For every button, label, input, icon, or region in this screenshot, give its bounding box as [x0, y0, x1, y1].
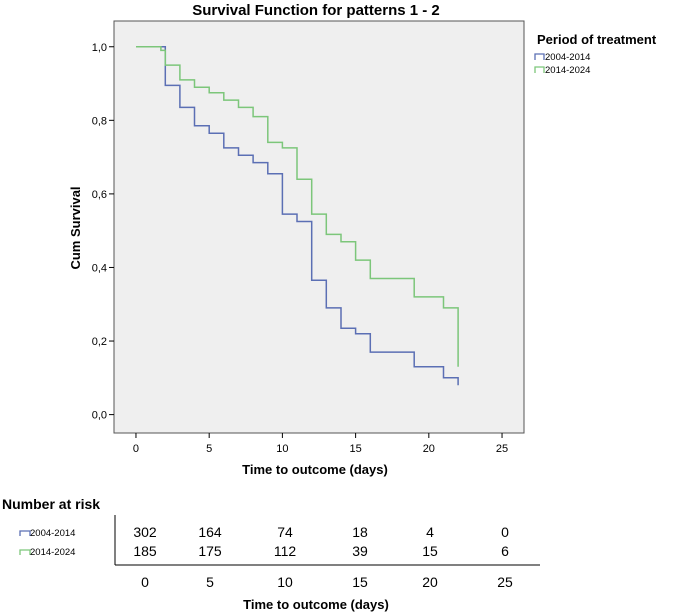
- survival-curve-2014-2024: [136, 46, 459, 367]
- risk-legend-swatch-2014-2024: [19, 549, 31, 555]
- risk-x-tick-label: 15: [352, 574, 368, 590]
- risk-cell: 175: [198, 543, 222, 559]
- risk-cell: 74: [277, 524, 293, 540]
- survival-curves: [136, 46, 459, 386]
- risk-cell: 4: [426, 524, 434, 540]
- y-tick-label: 0,8: [92, 115, 107, 127]
- risk-x-tick-label: 0: [141, 574, 149, 590]
- risk-cell: 6: [501, 543, 509, 559]
- y-tick-label: 0,6: [92, 189, 107, 201]
- x-tick-label: 25: [496, 443, 508, 455]
- legend-title: Period of treatment: [537, 32, 657, 47]
- risk-cell: 112: [274, 543, 297, 559]
- risk-table-x-label: Time to outcome (days): [243, 597, 389, 612]
- x-tick-label: 5: [206, 443, 212, 455]
- y-tick-label: 0,2: [92, 336, 107, 348]
- legend-swatch-2014-2024: [534, 66, 545, 73]
- x-tick-label: 10: [276, 443, 288, 455]
- y-tick-label: 1,0: [92, 42, 107, 54]
- x-tick-label: 15: [349, 443, 361, 455]
- legend-swatch-2004-2014: [534, 53, 545, 60]
- legend-label: 2004-2014: [545, 52, 590, 63]
- risk-cell: 0: [501, 524, 509, 540]
- risk-row-label: 2004-2014: [30, 528, 75, 539]
- plot-area: [113, 20, 525, 434]
- risk-table: 2004-2014 302 164 74 18 4 0 2014-2024 185 175 112 3…: [19, 524, 513, 590]
- risk-x-tick-label: 20: [422, 574, 438, 590]
- chart-title: Survival Function for patterns 1 - 2: [192, 2, 440, 19]
- x-axis-label: Time to outcome (days): [242, 462, 388, 477]
- risk-x-tick-label: 25: [497, 574, 513, 590]
- risk-x-tick-label: 5: [206, 574, 214, 590]
- y-axis: 0,0 0,2 0,4 0,6 0,8 1,0: [92, 42, 114, 422]
- risk-table-title: Number at risk: [2, 496, 100, 512]
- risk-x-tick-label: 10: [277, 574, 293, 590]
- risk-cell: 18: [352, 524, 368, 540]
- risk-cell: 302: [133, 524, 157, 540]
- x-axis: 0 5 10 15 20 25: [133, 433, 508, 455]
- legend-label: 2014-2024: [545, 65, 590, 76]
- legend: 2004-2014 2014-2024: [534, 52, 590, 76]
- survival-curve-2004-2014: [136, 46, 459, 386]
- y-axis-label: Cum Survival: [68, 186, 83, 269]
- y-tick-label: 0,0: [92, 410, 107, 422]
- x-tick-label: 20: [423, 443, 435, 455]
- risk-cell: 15: [422, 543, 438, 559]
- risk-legend-swatch-2004-2014: [19, 530, 31, 536]
- x-tick-label: 0: [133, 443, 139, 455]
- risk-row-label: 2014-2024: [30, 547, 75, 558]
- y-tick-label: 0,4: [92, 262, 107, 274]
- risk-cell: 185: [133, 543, 157, 559]
- risk-cell: 39: [352, 543, 368, 559]
- risk-cell: 164: [198, 524, 222, 540]
